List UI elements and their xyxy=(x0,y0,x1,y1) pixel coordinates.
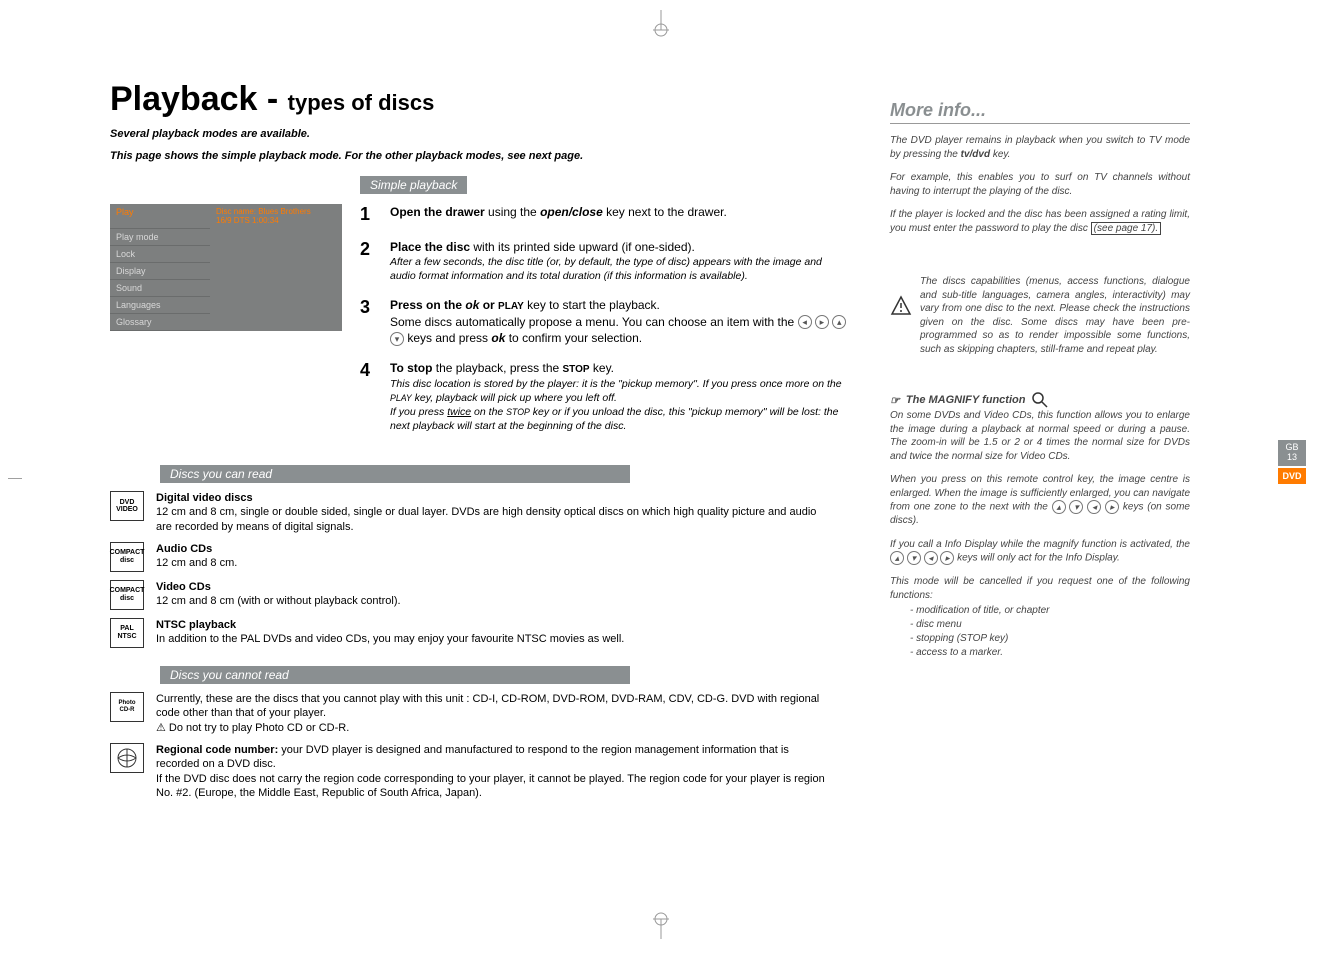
region-icon xyxy=(110,743,144,773)
crop-mark-left: — xyxy=(8,469,22,485)
mi-m1: On some DVDs and Video CDs, this functio… xyxy=(890,409,1190,463)
step-4: 4 To stop the playback, press the STOP k… xyxy=(360,360,850,433)
menu-item-display: Display xyxy=(110,263,210,280)
mi-p3: If the player is locked and the disc has… xyxy=(890,208,1190,235)
photo-cd-icon: PhotoCD-R xyxy=(110,692,144,722)
mi-m4: This mode will be cancelled if you reque… xyxy=(890,575,1190,602)
mi-note: The discs capabilities (menus, access fu… xyxy=(890,275,1190,356)
steps-list: 1 Open the drawer using the open/close k… xyxy=(360,204,850,448)
disc-audiocd: COMPACT disc Audio CDs12 cm and 8 cm. xyxy=(110,542,830,572)
tab-gb: GB 13 xyxy=(1278,440,1306,466)
more-info-title: More info... xyxy=(890,100,1190,124)
more-info-sidebar: More info... The DVD player remains in p… xyxy=(890,100,1190,660)
menu-item-languages: Languages xyxy=(110,297,210,314)
step-3: 3 Press on the ok or PLAY key to start t… xyxy=(360,297,850,346)
cd-video-icon: COMPACT disc xyxy=(110,580,144,610)
disc-videocd: COMPACT disc Video CDs12 cm and 8 cm (wi… xyxy=(110,580,830,610)
simple-playback-bar: Simple playback xyxy=(360,176,467,194)
hand-icon: ☞ xyxy=(890,394,900,407)
mi-m2: When you press on this remote control ke… xyxy=(890,473,1190,528)
step-1: 1 Open the drawer using the open/close k… xyxy=(360,204,850,225)
title-sub: types of discs xyxy=(288,90,435,115)
disc-region: Regional code number: your DVD player is… xyxy=(110,743,830,800)
disc-dvd: DVD VIDEO Digital video discs12 cm and 8… xyxy=(110,491,830,534)
warning-icon xyxy=(890,295,912,317)
crop-mark-bottom xyxy=(646,909,676,944)
disc-photo: PhotoCD-R Currently, these are the discs… xyxy=(110,692,830,735)
crop-mark-top xyxy=(646,10,676,45)
cd-audio-icon: COMPACT disc xyxy=(110,542,144,572)
menu-info: Disc name: Blues Brothers 16/9 DTS 1:00:… xyxy=(210,204,342,229)
discs-noread-bar: Discs you cannot read xyxy=(160,666,630,684)
menu-item-sound: Sound xyxy=(110,280,210,297)
side-tabs: GB 13 DVD xyxy=(1278,440,1306,486)
menu-item-play: Play xyxy=(110,204,210,229)
title-main: Playback - xyxy=(110,80,288,118)
discs-read-bar: Discs you can read xyxy=(160,465,630,483)
menu-item-glossary: Glossary xyxy=(110,314,210,331)
menu-item-lock: Lock xyxy=(110,246,210,263)
dvd-icon: DVD VIDEO xyxy=(110,491,144,521)
mi-p2: For example, this enables you to surf on… xyxy=(890,171,1190,198)
step-2: 2 Place the disc with its printed side u… xyxy=(360,239,850,284)
menu-box: Play Disc name: Blues Brothers 16/9 DTS … xyxy=(110,204,342,448)
disc-ntsc: PAL NTSC NTSC playbackIn addition to the… xyxy=(110,618,830,648)
mi-p1: The DVD player remains in playback when … xyxy=(890,134,1190,161)
magnify-icon xyxy=(1031,391,1049,409)
ntsc-icon: PAL NTSC xyxy=(110,618,144,648)
mi-list: - modification of title, or chapter - di… xyxy=(910,604,1190,660)
tab-dvd: DVD xyxy=(1278,468,1306,484)
mi-m3: If you call a Info Display while the mag… xyxy=(890,538,1190,566)
magnify-heading: ☞ The MAGNIFY function xyxy=(890,391,1190,409)
menu-item-playmode: Play mode xyxy=(110,229,210,246)
